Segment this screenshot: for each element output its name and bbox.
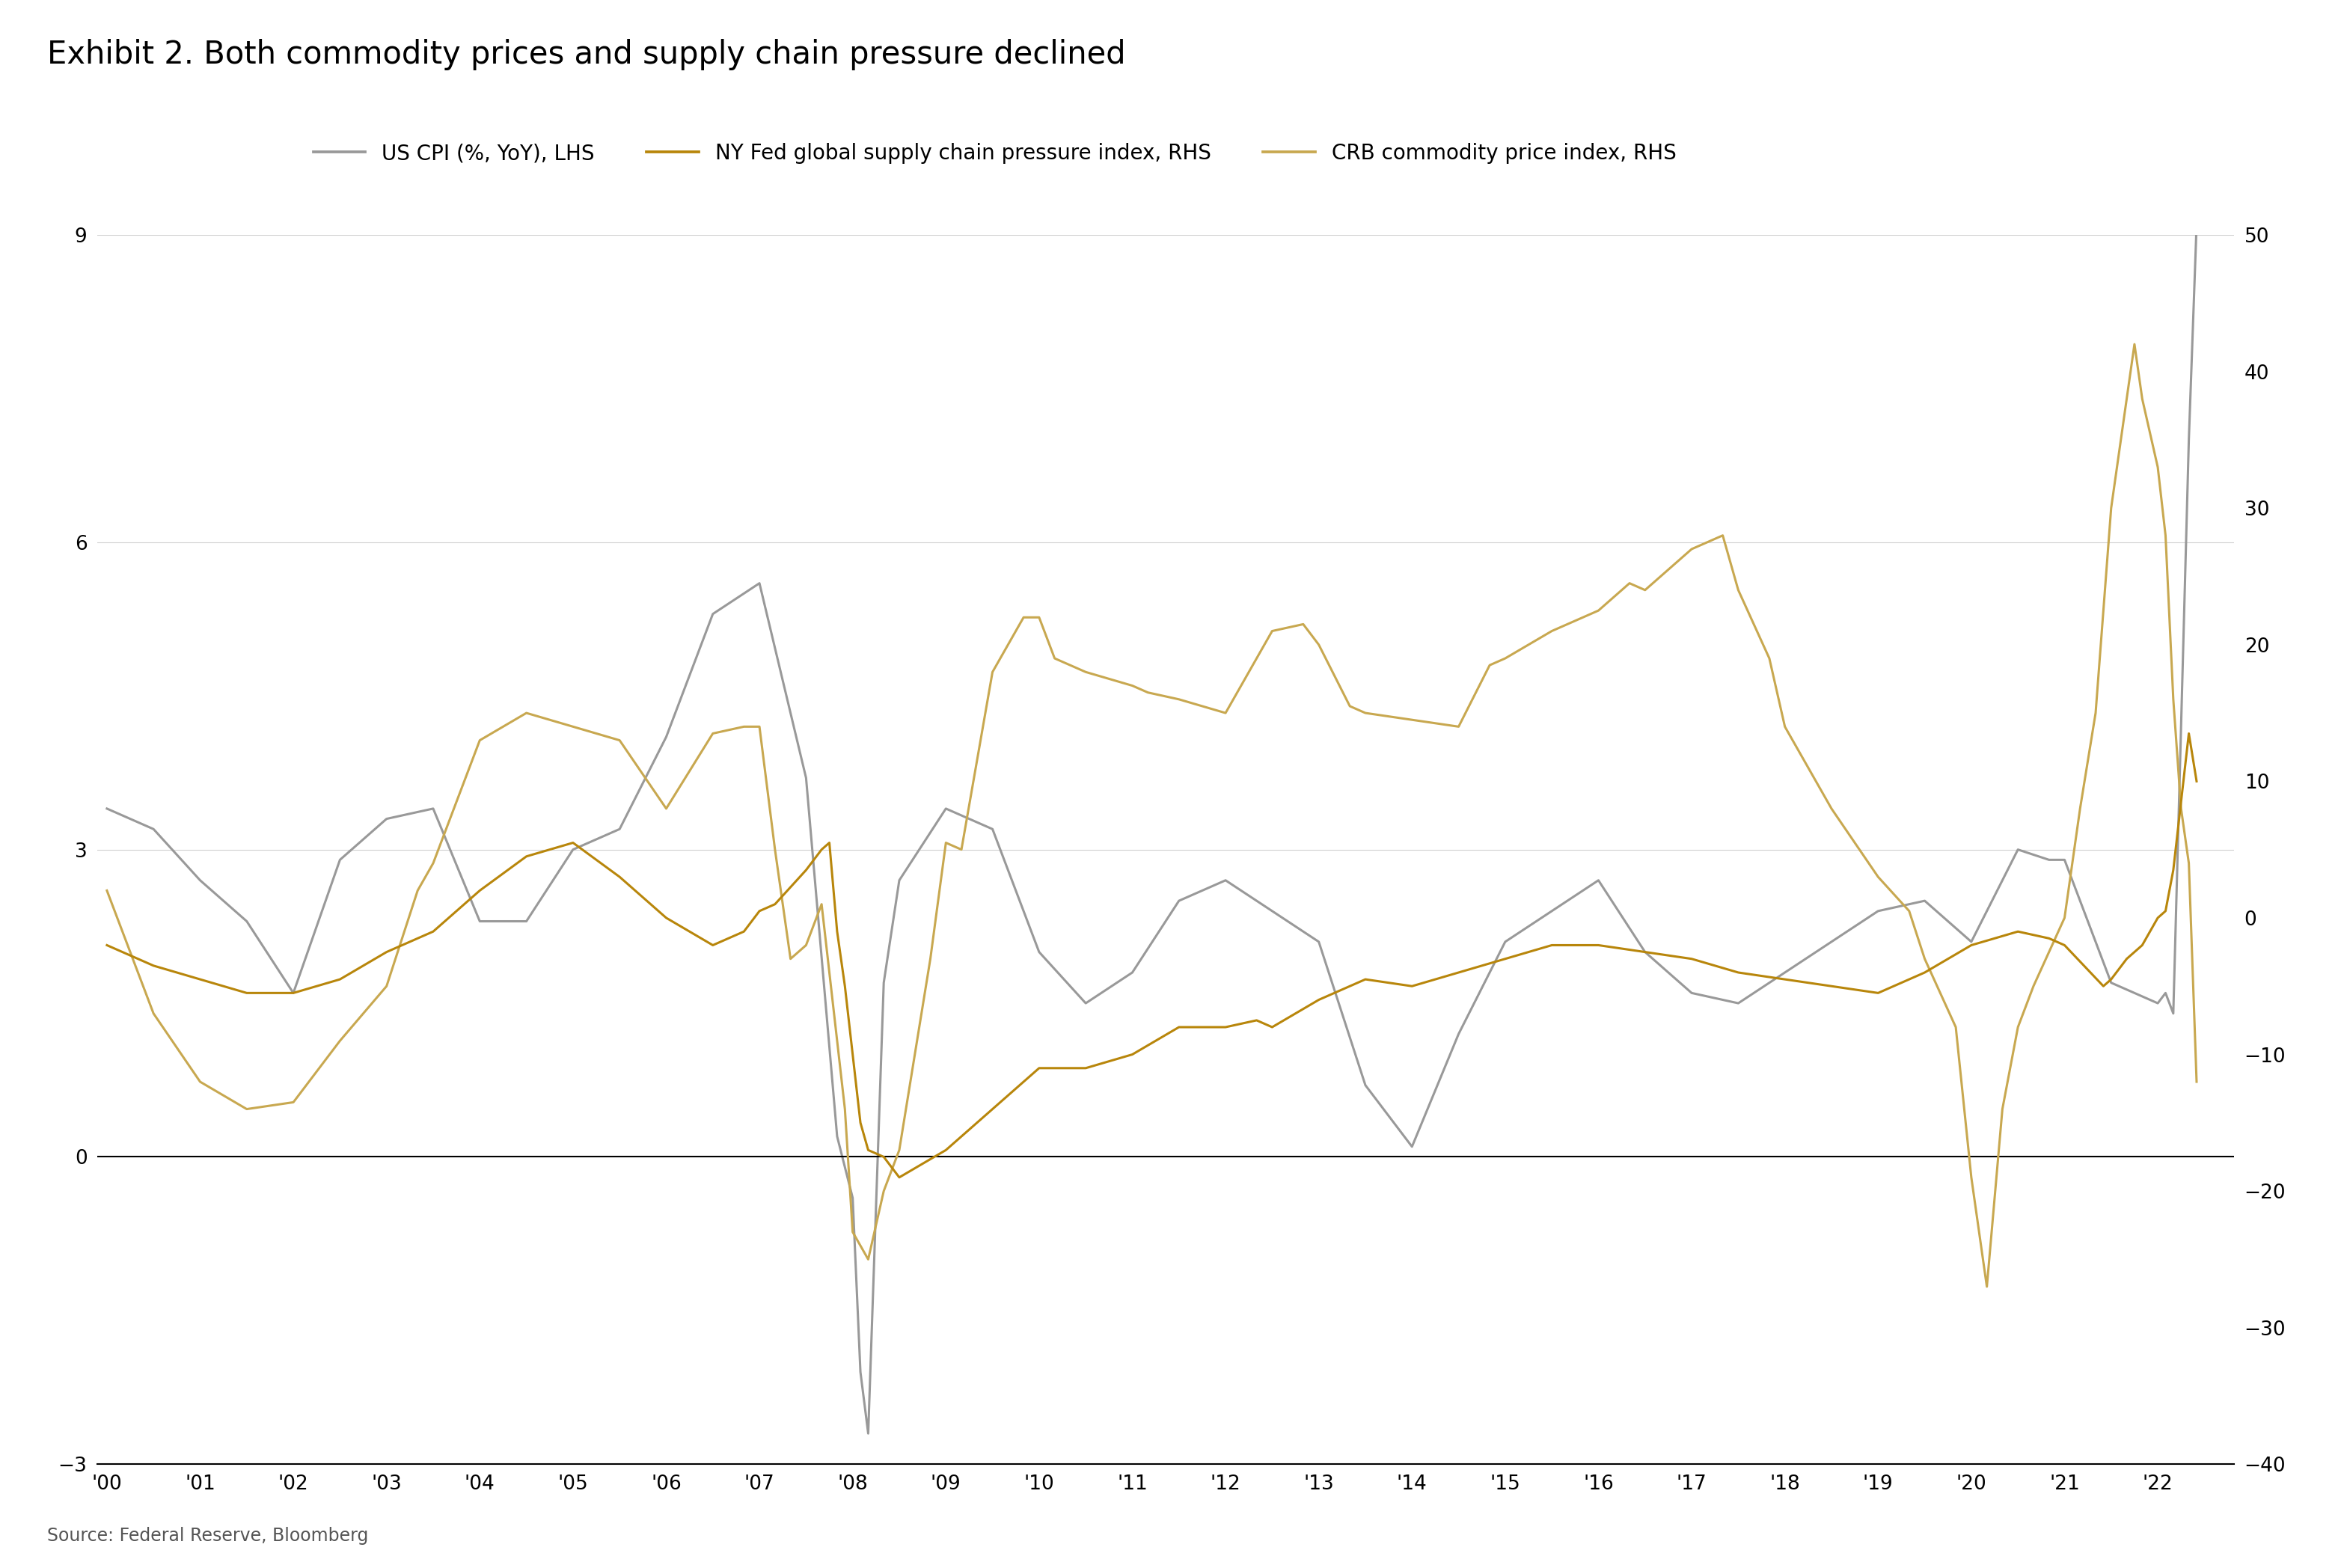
Text: Source: Federal Reserve, Bloomberg: Source: Federal Reserve, Bloomberg [47, 1527, 368, 1544]
Legend: US CPI (%, YoY), LHS, NY Fed global supply chain pressure index, RHS, CRB commod: US CPI (%, YoY), LHS, NY Fed global supp… [305, 135, 1685, 172]
Text: Exhibit 2. Both commodity prices and supply chain pressure declined: Exhibit 2. Both commodity prices and sup… [47, 39, 1125, 71]
